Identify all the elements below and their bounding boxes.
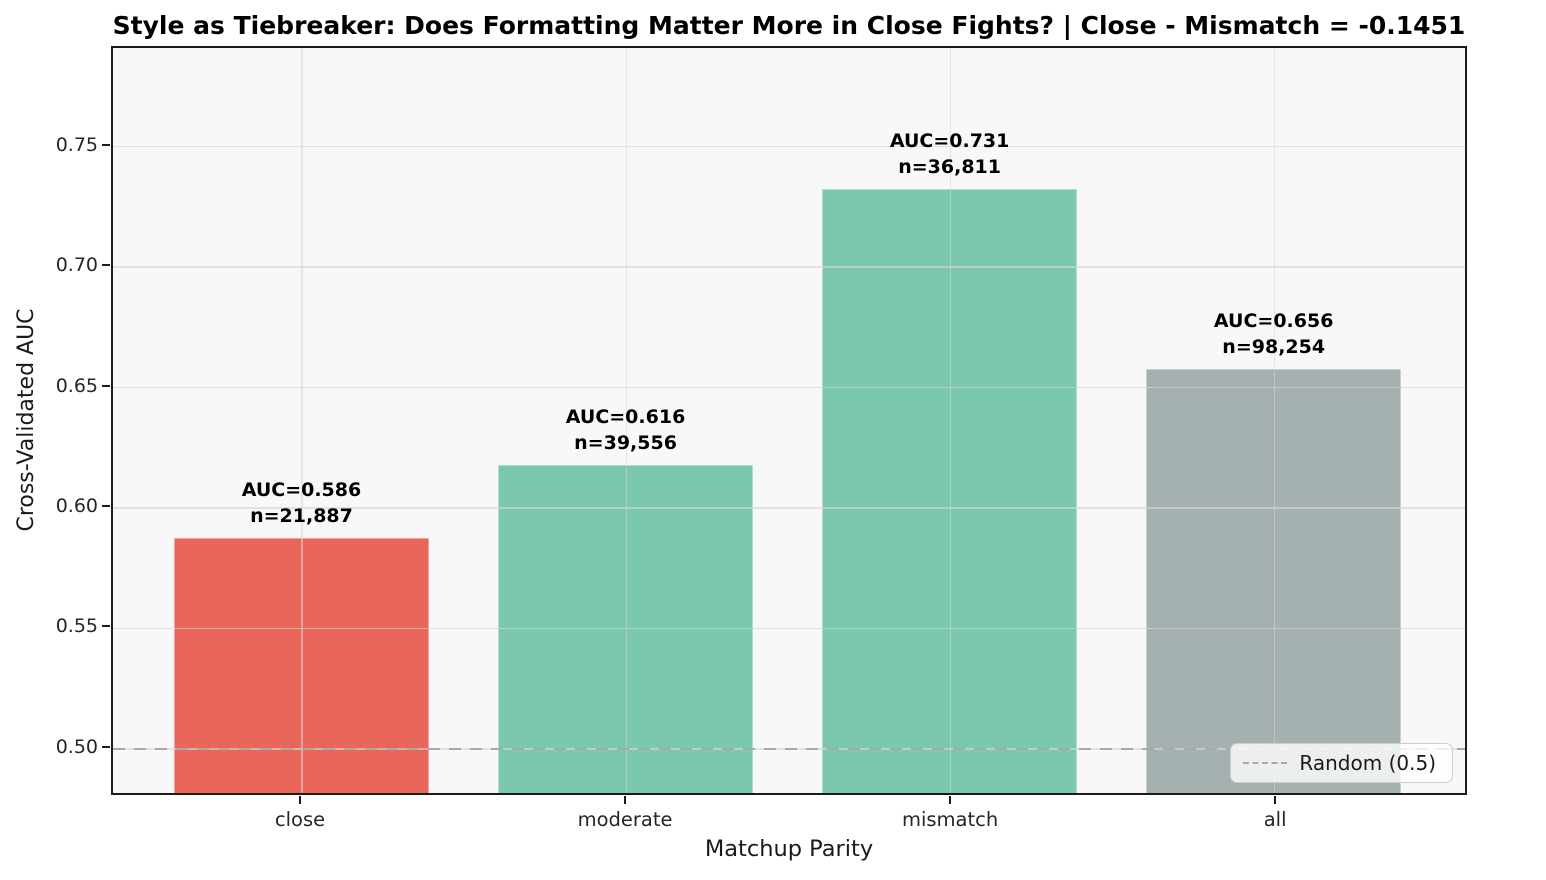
y-tick-mark: [102, 143, 110, 146]
y-tick-mark: [102, 384, 110, 387]
x-tick-mark: [299, 796, 302, 804]
bar-close: [173, 537, 430, 793]
legend: Random (0.5): [1230, 743, 1453, 783]
y-tick-mark: [102, 745, 110, 748]
bar-all: [1146, 369, 1402, 793]
chart-title: Style as Tiebreaker: Does Formatting Mat…: [112, 11, 1466, 40]
y-tick-label: 0.75: [55, 133, 98, 156]
bar-moderate: [497, 465, 754, 793]
x-tick-label-close: close: [274, 808, 326, 831]
y-tick-label: 0.55: [55, 615, 98, 638]
plot-area: AUC=0.586 n=21,887 AUC=0.616 n=39,556 AUC=0.…: [111, 46, 1467, 795]
y-tick-mark: [102, 264, 110, 267]
dashed-line-swatch: [1243, 762, 1288, 764]
bar-mismatch: [821, 188, 1078, 793]
y-tick-label: 0.65: [55, 374, 98, 397]
x-tick-label-all: all: [1263, 808, 1287, 831]
x-axis-title: Matchup Parity: [704, 836, 874, 862]
x-tick-mark: [1274, 796, 1277, 804]
x-tick-mark: [949, 796, 952, 804]
y-tick-label: 0.70: [55, 254, 98, 277]
y-tick-mark: [102, 625, 110, 628]
legend-label: Random (0.5): [1299, 751, 1436, 775]
x-tick-label-mismatch: mismatch: [901, 808, 999, 831]
bars-layer: [113, 48, 1465, 793]
y-tick-label: 0.50: [55, 735, 98, 758]
y-tick-mark: [102, 504, 110, 507]
y-tick-label: 0.60: [55, 494, 98, 517]
x-tick-label-moderate: moderate: [577, 808, 673, 831]
x-tick-mark: [624, 796, 627, 804]
